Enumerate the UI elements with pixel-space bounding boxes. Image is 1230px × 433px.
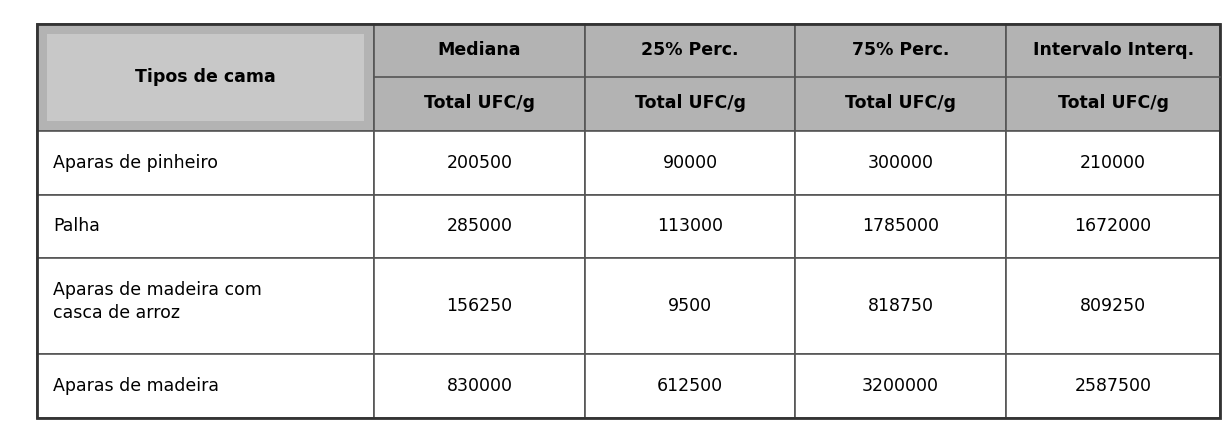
Text: Aparas de madeira com
casca de arroz: Aparas de madeira com casca de arroz (53, 281, 262, 322)
Bar (1006, 24, 1220, 131)
Bar (1006, 194, 1220, 258)
Bar (374, 258, 584, 354)
Bar (47, 34, 364, 121)
Text: 25% Perc.: 25% Perc. (641, 41, 739, 58)
Text: Intervalo Interq.: Intervalo Interq. (1032, 41, 1193, 58)
Bar (1006, 258, 1220, 354)
Text: 75% Perc.: 75% Perc. (852, 41, 950, 58)
Text: Aparas de pinheiro: Aparas de pinheiro (53, 154, 218, 172)
Text: 809250: 809250 (1080, 297, 1146, 315)
Bar (584, 24, 796, 131)
Text: 210000: 210000 (1080, 154, 1146, 172)
Bar (1006, 131, 1220, 194)
Bar (796, 24, 1006, 131)
Bar (1006, 354, 1220, 418)
Text: Palha: Palha (53, 217, 100, 235)
Text: 1672000: 1672000 (1075, 217, 1151, 235)
Text: 300000: 300000 (867, 154, 934, 172)
Text: 90000: 90000 (663, 154, 717, 172)
Text: Total UFC/g: Total UFC/g (424, 94, 535, 112)
Bar (374, 131, 584, 194)
Bar (796, 354, 1006, 418)
Text: 612500: 612500 (657, 377, 723, 395)
Text: Aparas de madeira: Aparas de madeira (53, 377, 219, 395)
Bar (584, 194, 796, 258)
Bar (796, 194, 1006, 258)
Text: Tipos de cama: Tipos de cama (135, 68, 276, 87)
Text: Total UFC/g: Total UFC/g (635, 94, 745, 112)
Text: 818750: 818750 (867, 297, 934, 315)
Text: 113000: 113000 (657, 217, 723, 235)
Text: Mediana: Mediana (438, 41, 522, 58)
Text: 156250: 156250 (446, 297, 513, 315)
Text: 285000: 285000 (446, 217, 513, 235)
Bar (796, 258, 1006, 354)
Text: Total UFC/g: Total UFC/g (845, 94, 956, 112)
Bar (584, 258, 796, 354)
Bar (796, 131, 1006, 194)
Bar (584, 354, 796, 418)
Text: 9500: 9500 (668, 297, 712, 315)
Text: Total UFC/g: Total UFC/g (1058, 94, 1168, 112)
Bar (374, 24, 584, 131)
Bar (374, 354, 584, 418)
Text: 200500: 200500 (446, 154, 513, 172)
Bar (37, 354, 374, 418)
Bar (37, 258, 374, 354)
Bar (37, 194, 374, 258)
Bar (374, 194, 584, 258)
Text: 2587500: 2587500 (1075, 377, 1151, 395)
Text: 3200000: 3200000 (862, 377, 940, 395)
Bar (37, 24, 374, 131)
Text: 1785000: 1785000 (862, 217, 940, 235)
Bar (584, 131, 796, 194)
Bar (37, 131, 374, 194)
Text: 830000: 830000 (446, 377, 513, 395)
